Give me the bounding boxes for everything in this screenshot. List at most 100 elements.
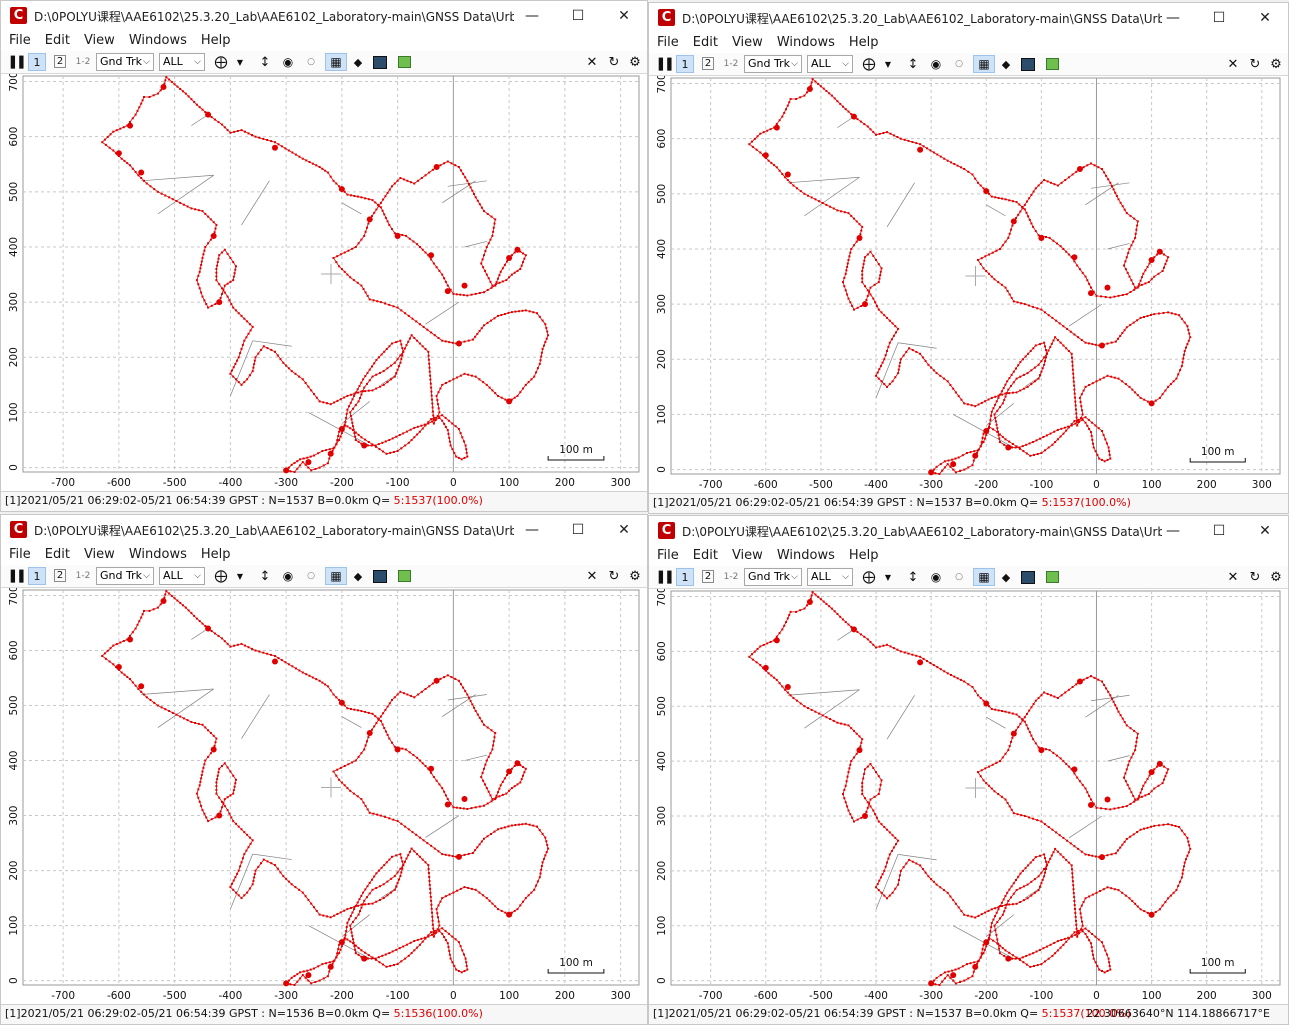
minimize-icon[interactable]: — — [525, 522, 539, 538]
ground-track-chart[interactable]: -700 -600 -500 -400 -300 -200 -100 0 100 200 30001… — [649, 76, 1286, 492]
rtkplot-window-4[interactable]: C D:\0POLYU课程\AAE6102\25.3.20_Lab\AAE610… — [648, 515, 1289, 1025]
small-dot-icon[interactable]: ○ — [955, 59, 963, 69]
pause-icon[interactable]: ▐▐ — [6, 569, 24, 583]
menu-view[interactable]: View — [83, 547, 115, 562]
point-icon[interactable]: ◆ — [1001, 570, 1011, 584]
dropdown-arrow-icon[interactable]: ▼ — [884, 572, 892, 582]
grid-icon[interactable]: ▦ — [325, 53, 347, 71]
menu-file[interactable]: File — [9, 547, 31, 562]
dropdown-arrow-icon[interactable]: ▼ — [236, 57, 244, 67]
minimize-icon[interactable]: — — [525, 8, 539, 24]
reload-icon[interactable]: ↻ — [1249, 569, 1261, 585]
plot-type-select[interactable]: Gnd Trk ⌵ — [744, 55, 802, 73]
menu-help[interactable]: Help — [200, 33, 231, 48]
center-icon[interactable]: ◉ — [282, 55, 294, 69]
solution-1-2-button[interactable]: 1-2 — [723, 59, 739, 69]
gear-icon[interactable]: ⚙ — [1270, 56, 1282, 72]
small-dot-icon[interactable]: ○ — [955, 572, 963, 582]
dropdown-arrow-icon[interactable]: ▼ — [884, 59, 892, 69]
close-icon[interactable]: ✕ — [1259, 523, 1271, 539]
map-icon[interactable] — [371, 567, 389, 585]
gear-icon[interactable]: ⚙ — [629, 54, 641, 70]
ground-track-chart[interactable]: -700 -600 -500 -400 -300 -200 -100 0 100 200 30001… — [1, 588, 645, 1003]
solution-2-button[interactable]: 2 — [54, 55, 66, 68]
satellite-filter-select[interactable]: ALL ⌵ — [159, 567, 205, 585]
image-icon[interactable] — [1043, 55, 1061, 73]
grid-icon[interactable]: ▦ — [973, 55, 995, 73]
plot-type-select[interactable]: Gnd Trk ⌵ — [96, 567, 154, 585]
menu-windows[interactable]: Windows — [776, 35, 835, 50]
minimize-icon[interactable]: — — [1166, 523, 1180, 539]
dropdown-arrow-icon[interactable]: ▼ — [236, 571, 244, 581]
menu-file[interactable]: File — [9, 33, 31, 48]
gear-icon[interactable]: ⚙ — [629, 568, 641, 584]
menu-edit[interactable]: Edit — [44, 547, 70, 562]
image-icon[interactable] — [395, 53, 413, 71]
map-icon[interactable] — [1019, 568, 1037, 586]
crosshair-icon[interactable]: ⨁ — [214, 54, 228, 70]
menu-edit[interactable]: Edit — [692, 548, 718, 563]
plot-type-select[interactable]: Gnd Trk ⌵ — [96, 53, 154, 71]
menu-windows[interactable]: Windows — [128, 33, 187, 48]
close-plot-icon[interactable]: ✕ — [1227, 569, 1239, 585]
solution-2-button[interactable]: 2 — [702, 57, 714, 70]
pause-icon[interactable]: ▐▐ — [6, 55, 24, 69]
maximize-icon[interactable]: ☐ — [571, 8, 585, 24]
solution-2-button[interactable]: 2 — [54, 569, 66, 582]
rtkplot-window-3[interactable]: C D:\0POLYU课程\AAE6102\25.3.20_Lab\AAE610… — [0, 514, 648, 1025]
menu-windows[interactable]: Windows — [776, 548, 835, 563]
solution-1-button[interactable]: 1 — [28, 567, 46, 585]
menu-help[interactable]: Help — [200, 547, 231, 562]
close-icon[interactable]: ✕ — [618, 8, 630, 24]
close-icon[interactable]: ✕ — [1259, 10, 1271, 26]
image-icon[interactable] — [1043, 568, 1061, 586]
point-icon[interactable]: ◆ — [353, 569, 363, 583]
satellite-filter-select[interactable]: ALL ⌵ — [807, 55, 853, 73]
maximize-icon[interactable]: ☐ — [1212, 523, 1226, 539]
center-icon[interactable]: ◉ — [930, 57, 942, 71]
close-icon[interactable]: ✕ — [618, 522, 630, 538]
gear-icon[interactable]: ⚙ — [1270, 569, 1282, 585]
close-plot-icon[interactable]: ✕ — [586, 54, 598, 70]
ground-track-chart[interactable]: -700 -600 -500 -400 -300 -200 -100 0 100 200 30001… — [1, 74, 645, 490]
crosshair-icon[interactable]: ⨁ — [862, 569, 876, 585]
small-dot-icon[interactable]: ○ — [307, 571, 315, 581]
menu-edit[interactable]: Edit — [692, 35, 718, 50]
reload-icon[interactable]: ↻ — [608, 568, 620, 584]
vertical-range-icon[interactable]: ↕ — [907, 569, 919, 585]
small-dot-icon[interactable]: ○ — [307, 57, 315, 67]
menu-help[interactable]: Help — [848, 35, 879, 50]
menu-view[interactable]: View — [731, 548, 763, 563]
map-icon[interactable] — [371, 53, 389, 71]
satellite-filter-select[interactable]: ALL ⌵ — [159, 53, 205, 71]
maximize-icon[interactable]: ☐ — [1212, 10, 1226, 26]
center-icon[interactable]: ◉ — [930, 570, 942, 584]
solution-1-button[interactable]: 1 — [676, 568, 694, 586]
solution-1-button[interactable]: 1 — [676, 55, 694, 73]
close-plot-icon[interactable]: ✕ — [1227, 56, 1239, 72]
menu-file[interactable]: File — [657, 548, 679, 563]
vertical-range-icon[interactable]: ↕ — [259, 54, 271, 70]
pause-icon[interactable]: ▐▐ — [654, 57, 672, 71]
rtkplot-window-2[interactable]: C D:\0POLYU课程\AAE6102\25.3.20_Lab\AAE610… — [648, 2, 1289, 514]
menu-edit[interactable]: Edit — [44, 33, 70, 48]
satellite-filter-select[interactable]: ALL ⌵ — [807, 568, 853, 586]
solution-1-2-button[interactable]: 1-2 — [723, 572, 739, 582]
point-icon[interactable]: ◆ — [1001, 57, 1011, 71]
point-icon[interactable]: ◆ — [353, 55, 363, 69]
grid-icon[interactable]: ▦ — [973, 568, 995, 586]
plot-type-select[interactable]: Gnd Trk ⌵ — [744, 568, 802, 586]
title-bar[interactable]: C D:\0POLYU课程\AAE6102\25.3.20_Lab\AAE610… — [1, 1, 647, 31]
title-bar[interactable]: C D:\0POLYU课程\AAE6102\25.3.20_Lab\AAE610… — [649, 3, 1288, 33]
minimize-icon[interactable]: — — [1166, 10, 1180, 26]
ground-track-plot[interactable]: -700 -600 -500 -400 -300 -200 -100 0 100 200 300 0 1… — [649, 589, 1288, 1005]
title-bar[interactable]: C D:\0POLYU课程\AAE6102\25.3.20_Lab\AAE610… — [1, 515, 647, 545]
maximize-icon[interactable]: ☐ — [571, 522, 585, 538]
solution-1-2-button[interactable]: 1-2 — [75, 57, 91, 67]
reload-icon[interactable]: ↻ — [1249, 56, 1261, 72]
grid-icon[interactable]: ▦ — [325, 567, 347, 585]
solution-2-button[interactable]: 2 — [702, 570, 714, 583]
center-icon[interactable]: ◉ — [282, 569, 294, 583]
menu-windows[interactable]: Windows — [128, 547, 187, 562]
pause-icon[interactable]: ▐▐ — [654, 570, 672, 584]
